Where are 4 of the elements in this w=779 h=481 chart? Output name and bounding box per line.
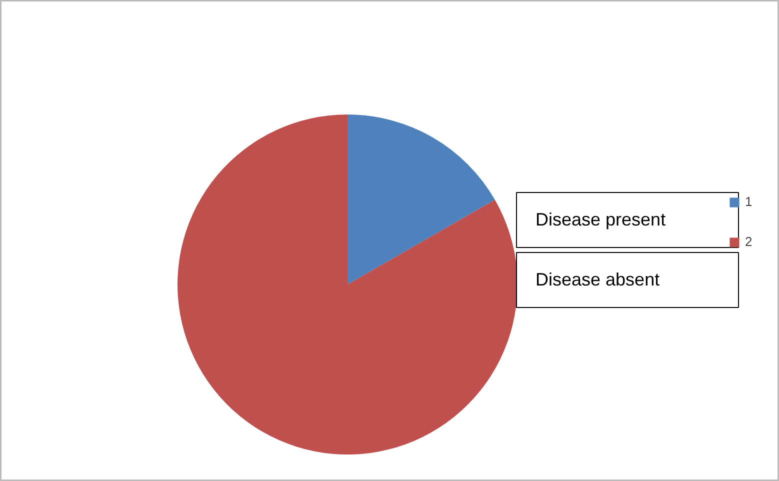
legend-label: 2 xyxy=(745,234,754,249)
legend-label: 1 xyxy=(745,194,754,209)
text: Disease present xyxy=(536,210,666,230)
text: Disease absent xyxy=(536,270,660,290)
